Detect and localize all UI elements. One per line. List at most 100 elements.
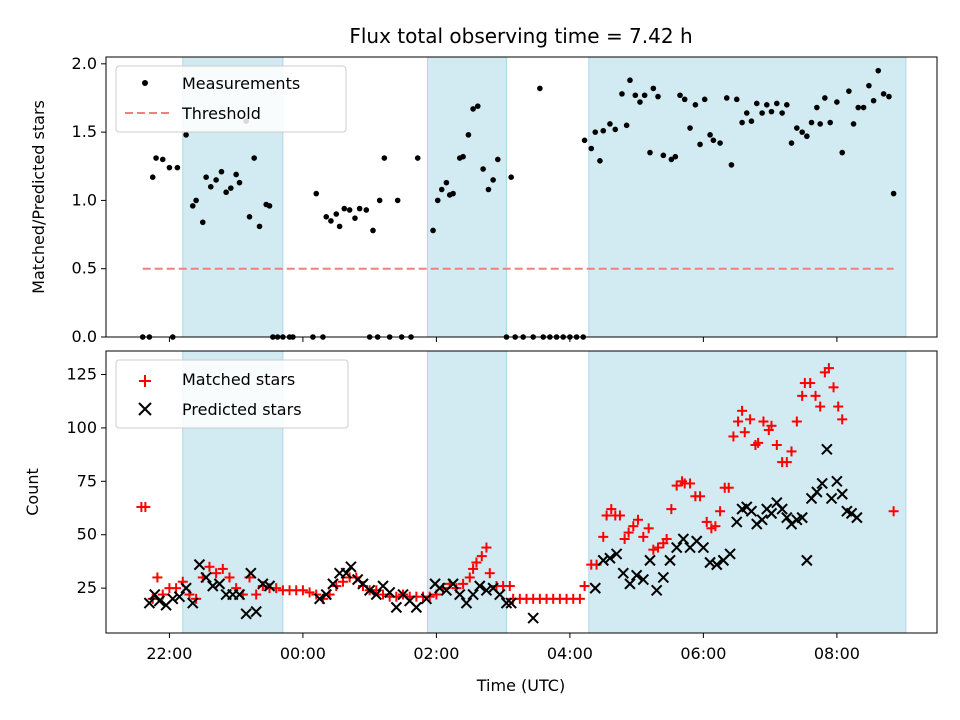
measurement-point	[490, 177, 496, 183]
y-tick-label: 50	[77, 525, 97, 544]
measurement-point	[474, 103, 481, 109]
bottom-x-axis: 22:00 00:00 02:00 04:00 06:00 08:00	[146, 633, 860, 663]
predicted-star-point	[460, 597, 473, 609]
predicted-star-point	[500, 597, 513, 609]
x-axis-label: Time (UTC)	[476, 676, 565, 695]
y-tick-label: 100	[66, 418, 97, 437]
legend-predicted-marker	[138, 402, 152, 416]
legend-measurements-marker	[142, 80, 148, 86]
predicted-star-point	[704, 556, 716, 569]
measurement-point	[723, 95, 730, 101]
measurement-point	[717, 140, 723, 146]
predicted-star-point	[836, 488, 848, 500]
measurement-point	[619, 91, 625, 97]
predicted-star-point	[480, 584, 493, 596]
predicted-stars-points	[143, 443, 863, 624]
predicted-star-point	[143, 597, 156, 609]
top-legend-box	[115, 65, 347, 133]
measurement-point	[450, 190, 456, 197]
predicted-star-point	[250, 605, 262, 618]
legend-threshold-label: Threshold	[181, 104, 261, 123]
predicted-star-point	[213, 578, 226, 590]
matched-star-point	[810, 390, 821, 401]
predicted-star-point	[454, 588, 466, 601]
measurement-point	[228, 185, 234, 191]
measurement-point	[465, 132, 472, 138]
top-panel: 0.00.51.01.52.0 Matched/Predicted stars …	[29, 54, 938, 346]
matched-star-point	[468, 563, 479, 574]
matched-star-point	[701, 516, 712, 527]
measurement-point	[794, 125, 800, 131]
predicted-star-point	[313, 593, 326, 605]
measurement-point	[159, 156, 166, 163]
measurement-point	[846, 88, 852, 94]
measurement-point	[612, 126, 619, 133]
predicted-star-point	[494, 588, 506, 601]
predicted-star-point	[731, 516, 743, 528]
matched-star-point	[781, 457, 792, 468]
bottom-legend-box	[115, 359, 349, 429]
predicted-star-point	[153, 595, 166, 607]
measurement-point	[641, 92, 648, 99]
predicted-star-point	[390, 601, 403, 614]
measurement-point	[701, 96, 708, 103]
bottom-y-axis: 25 50 75 100 125	[66, 365, 106, 597]
measurement-point	[632, 92, 639, 99]
predicted-star-point	[597, 554, 609, 567]
measurement-point	[814, 104, 820, 111]
matched-star-point	[628, 521, 639, 532]
measurement-point	[743, 110, 750, 116]
legend-matched-marker	[139, 375, 151, 387]
measurement-point	[655, 93, 661, 100]
matched-star-point	[211, 568, 222, 579]
matched-star-point	[251, 589, 262, 600]
y-tick-label: 25	[77, 578, 97, 597]
matched-star-point	[217, 563, 228, 574]
matched-star-point	[753, 437, 764, 448]
predicted-star-point	[327, 578, 339, 590]
measurement-point	[207, 183, 214, 190]
matched-star-point	[695, 491, 706, 502]
y-tick-label: 1.0	[72, 190, 97, 209]
measurement-point	[733, 96, 740, 103]
measurement-point	[753, 100, 760, 107]
measurement-point	[174, 164, 181, 171]
measurement-point	[508, 174, 514, 180]
x-tick-label: 04:00	[547, 644, 593, 663]
matched-star-point	[638, 531, 649, 542]
matched-star-point	[758, 416, 769, 427]
matched-star-point	[815, 401, 826, 412]
measurement-point	[822, 95, 828, 101]
measurement-point	[692, 102, 699, 108]
bottom-legend: Matched stars Predicted stars	[115, 359, 349, 429]
predicted-star-point	[589, 582, 601, 594]
predicted-star-point	[434, 582, 446, 594]
measurement-point	[799, 129, 805, 135]
matched-star-point	[152, 572, 163, 583]
measurement-point	[759, 110, 765, 116]
x-tick-label: 00:00	[280, 644, 326, 663]
matched-star-point	[464, 572, 475, 583]
predicted-star-point	[240, 608, 252, 620]
matched-star-point	[504, 581, 515, 591]
top-legend: Measurements Threshold	[115, 65, 347, 133]
y-tick-label: 125	[66, 365, 97, 384]
predicted-star-point	[149, 588, 161, 601]
predicted-star-point	[745, 505, 758, 517]
measurement-point	[739, 119, 745, 126]
measurement-point	[328, 218, 334, 224]
measurement-point	[672, 153, 679, 160]
measurement-point	[266, 203, 273, 209]
matched-star-point	[171, 583, 182, 594]
matched-star-point	[623, 527, 634, 538]
matched-star-point	[471, 557, 482, 568]
measurement-point	[607, 121, 613, 127]
predicted-star-point	[637, 573, 650, 586]
measurement-point	[581, 137, 588, 144]
predicted-star-point	[345, 561, 357, 573]
measurement-point	[537, 85, 543, 92]
legend-matched-label: Matched stars	[182, 370, 295, 389]
matched-star-point	[739, 427, 750, 438]
matched-star-point	[481, 542, 492, 553]
measurement-point	[213, 177, 219, 183]
